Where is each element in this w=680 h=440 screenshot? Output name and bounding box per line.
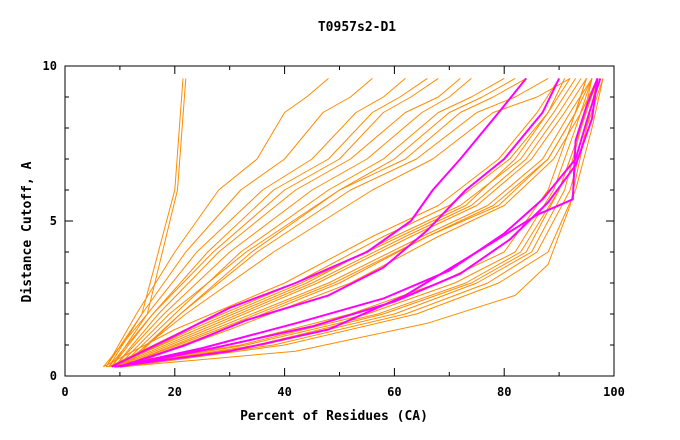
series-line (103, 78, 406, 368)
chart-title: T0957s2-D1 (318, 20, 396, 35)
series-line (116, 77, 527, 368)
series-line (122, 77, 516, 368)
series-line (103, 78, 560, 368)
series-line (114, 78, 461, 368)
series-line (119, 78, 593, 368)
series-line (119, 77, 505, 368)
y-tick-label: 5 (50, 214, 57, 228)
x-tick-label: 60 (387, 385, 401, 399)
series-line (108, 78, 373, 367)
series-line (114, 78, 582, 368)
highlight-series-line (114, 78, 599, 368)
x-axis-label: Percent of Residues (CA) (240, 409, 428, 424)
x-tick-label: 100 (603, 385, 625, 399)
x-tick-label: 20 (168, 385, 182, 399)
series-line (108, 78, 593, 368)
highlight-series-line (119, 77, 561, 368)
series-line (119, 78, 604, 368)
series-line (125, 78, 598, 368)
y-tick-label: 10 (43, 59, 57, 73)
series-line (111, 78, 593, 368)
series-line (111, 78, 187, 367)
series-line (114, 78, 566, 368)
highlight-series-line (111, 77, 527, 368)
series-line (119, 78, 587, 368)
series-line (117, 78, 587, 368)
series-line (111, 77, 428, 368)
x-tick-label: 0 (61, 385, 68, 399)
y-axis-label: Distance Cutoff, A (20, 161, 35, 302)
series-line (119, 77, 571, 368)
series-line (125, 78, 604, 368)
series-line (108, 77, 439, 368)
x-tick-label: 80 (497, 385, 511, 399)
series-line (105, 78, 329, 367)
x-tick-label: 40 (277, 385, 291, 399)
series-line (111, 78, 577, 368)
series-line (122, 78, 593, 368)
highlight-series-line (119, 78, 599, 368)
series-layer (103, 77, 604, 368)
series-line (114, 78, 472, 368)
series-line (105, 78, 184, 367)
axes-layer: 0 20 40 60 80 100 0 5 10 (43, 59, 625, 399)
y-tick-label: 0 (50, 369, 57, 383)
